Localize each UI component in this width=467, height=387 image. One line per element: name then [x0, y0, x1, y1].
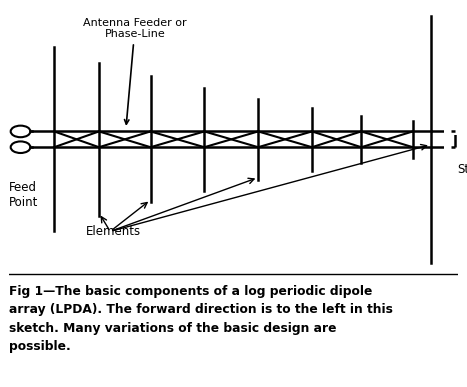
- Text: Fig 1—The basic components of a log periodic dipole
array (LPDA). The forward di: Fig 1—The basic components of a log peri…: [9, 285, 393, 353]
- Text: Feed
Point: Feed Point: [9, 182, 39, 209]
- Text: Antenna Feeder or
Phase-Line: Antenna Feeder or Phase-Line: [83, 18, 187, 124]
- Text: Stub: Stub: [458, 163, 467, 176]
- Text: Elements: Elements: [85, 225, 141, 238]
